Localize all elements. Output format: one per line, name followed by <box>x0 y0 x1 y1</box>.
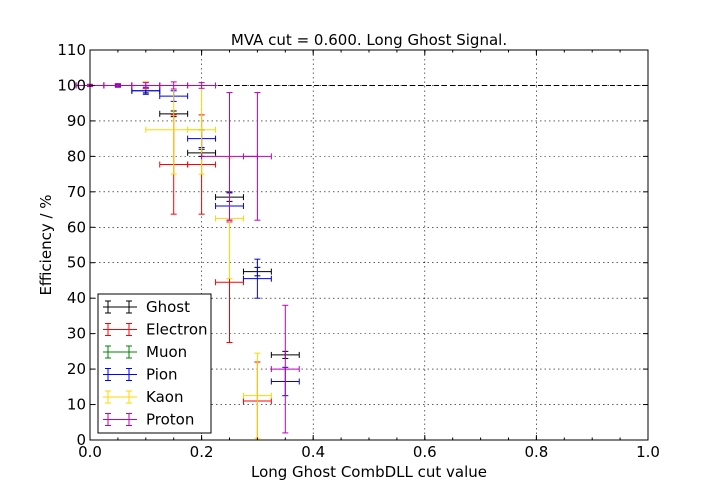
legend-label: Ghost <box>146 298 190 316</box>
y-tick-label: 20 <box>67 360 86 378</box>
ticks <box>89 49 649 441</box>
y-tick-label: 50 <box>67 254 86 272</box>
legend-symbol <box>103 368 137 381</box>
legend-item-pion: Pion <box>103 366 178 384</box>
y-tick-label: 110 <box>57 41 86 59</box>
y-tick-label: 60 <box>67 218 86 236</box>
data-point <box>131 86 161 95</box>
data-point <box>187 82 217 89</box>
y-tick-label: 70 <box>67 183 86 201</box>
x-tick-label: 0.6 <box>413 443 437 461</box>
legend: Ghost Electron Muon Pion Kaon Proton <box>97 293 212 434</box>
legend-label: Kaon <box>146 388 183 406</box>
y-tick-label: 30 <box>67 325 86 343</box>
data-point <box>242 352 272 439</box>
y-tick-label: 80 <box>67 147 86 165</box>
y-tick-label: 100 <box>57 76 86 94</box>
y-tick-label: 0 <box>76 431 86 449</box>
legend-symbol <box>103 413 137 426</box>
legend-label: Proton <box>146 411 194 429</box>
grid <box>90 50 648 440</box>
x-tick-label: 0.0 <box>78 443 102 461</box>
legend-item-ghost: Ghost <box>103 298 190 316</box>
legend-symbol <box>103 345 137 359</box>
legend-item-proton: Proton <box>103 411 194 429</box>
chart-title: MVA cut = 0.600. Long Ghost Signal. <box>231 31 507 49</box>
x-tick-label: 0.4 <box>301 443 325 461</box>
legend-item-electron: Electron <box>103 321 208 339</box>
x-tick-label: 1.0 <box>636 443 660 461</box>
data-point <box>242 258 272 299</box>
x-axis-label: Long Ghost CombDLL cut value <box>251 463 487 481</box>
y-tick-label: 10 <box>67 396 86 414</box>
legend-box <box>97 293 212 434</box>
legend-label: Muon <box>146 343 187 361</box>
x-tick-label: 0.8 <box>524 443 548 461</box>
x-tick-label: 0.2 <box>190 443 214 461</box>
legend-symbol <box>103 323 137 336</box>
data-point <box>242 92 272 221</box>
legend-label: Pion <box>146 366 178 384</box>
tick-labels: 0.0 0.2 0.4 0.6 0.8 1.0 0 10 20 30 40 50 60 70 80 90 100… <box>57 41 660 461</box>
legend-item-kaon: Kaon <box>103 388 183 406</box>
legend-symbol <box>103 300 137 314</box>
y-tick-label: 40 <box>67 289 86 307</box>
legend-label: Electron <box>146 321 208 339</box>
legend-item-muon: Muon <box>103 343 187 361</box>
legend-symbol <box>103 390 137 404</box>
y-tick-label: 90 <box>67 112 86 130</box>
series-layer <box>75 81 300 441</box>
y-axis-label: Efficiency / % <box>37 194 55 295</box>
data-point <box>270 304 300 434</box>
